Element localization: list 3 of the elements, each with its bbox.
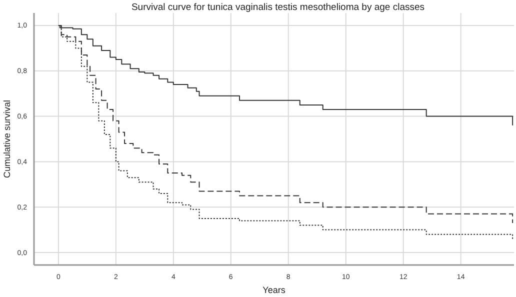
x-axis-title: Years: [262, 285, 286, 295]
chart-title: Survival curve for tunica vaginalis testis mesothelioma by age classes: [131, 2, 425, 13]
y-axis-title: Cumulative survival: [2, 100, 12, 178]
